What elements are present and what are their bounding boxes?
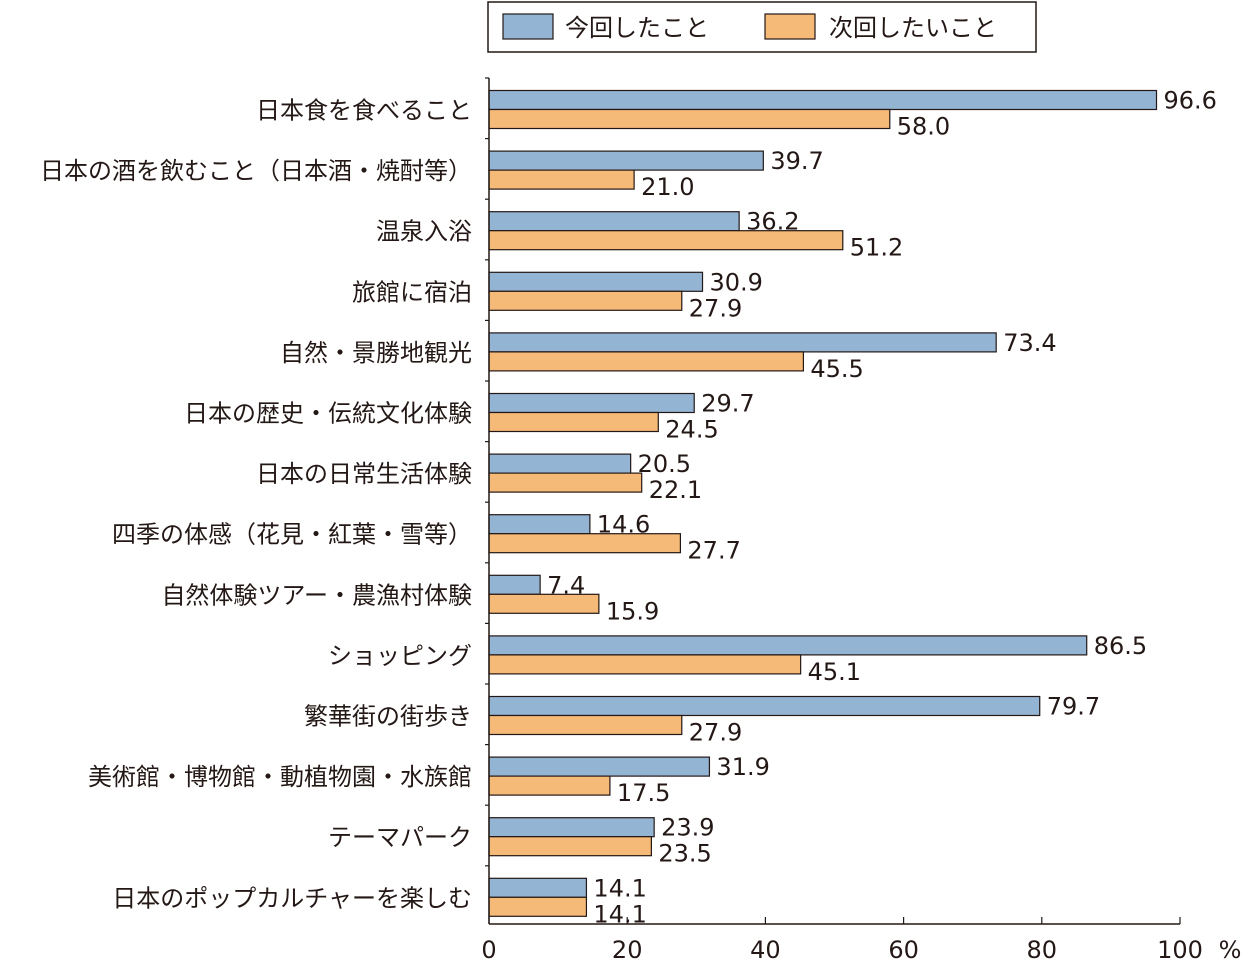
- value-label-series-1: 20.5: [638, 450, 691, 478]
- legend-label-series-2: 次回したいこと: [829, 14, 997, 42]
- value-label-series-1: 29.7: [701, 390, 754, 418]
- legend: 今回したこと 次回したいこと: [487, 1, 1037, 53]
- bar-series-1: [488, 392, 695, 414]
- value-label-series-1: 31.9: [716, 753, 769, 781]
- value-label-series-1: 96.6: [1164, 87, 1217, 115]
- x-tick-label: 0: [481, 936, 496, 962]
- bar-series-1: [488, 756, 711, 777]
- bar-series-1: [488, 635, 1088, 656]
- bar-series-1: [488, 150, 764, 171]
- x-tick-label: 80: [1027, 936, 1058, 962]
- legend-swatch-series-2: [764, 13, 816, 40]
- value-label-series-2: 27.9: [689, 294, 742, 322]
- value-label-series-1: 30.9: [710, 268, 763, 296]
- x-tick-label: 20: [612, 936, 643, 962]
- value-label-series-2: 14.1: [593, 900, 646, 928]
- category-label: ショッピング: [328, 642, 472, 670]
- value-label-series-2: 58.0: [897, 113, 950, 141]
- bar-series-2: [488, 472, 643, 493]
- bar-series-1: [488, 211, 740, 232]
- category-label: 自然体験ツアー・農漁村体験: [161, 581, 472, 609]
- bar-series-2: [488, 775, 611, 796]
- bar-series-1: [488, 453, 632, 474]
- value-label-series-2: 45.1: [808, 658, 861, 686]
- bar-series-2: [488, 290, 683, 311]
- value-label-series-2: 27.7: [687, 537, 740, 565]
- value-label-series-1: 7.4: [547, 571, 585, 599]
- bar-series-1: [488, 574, 541, 595]
- legend-label-series-1: 今回したこと: [565, 14, 709, 42]
- x-tick-label: 60: [888, 936, 919, 962]
- bar-series-2: [488, 654, 802, 675]
- bar-series-2: [488, 714, 683, 736]
- bar-series-2: [488, 836, 652, 857]
- x-unit-label: %: [1219, 936, 1242, 962]
- value-label-series-2: 22.1: [649, 476, 702, 504]
- legend-frame: [487, 1, 1037, 53]
- category-label: 繁華街の街歩き: [304, 703, 472, 731]
- value-label-series-2: 45.5: [810, 355, 863, 383]
- value-label-series-1: 39.7: [770, 147, 823, 175]
- bar-series-1: [488, 89, 1158, 111]
- category-label: テーマパーク: [328, 824, 472, 852]
- bar-series-1: [488, 514, 591, 535]
- value-label-series-2: 24.5: [665, 416, 718, 444]
- bar-series-2: [488, 533, 682, 554]
- value-label-series-1: 86.5: [1094, 632, 1147, 660]
- bar-series-1: [488, 695, 1041, 717]
- value-label-series-1: 79.7: [1047, 693, 1100, 721]
- value-label-series-2: 15.9: [606, 597, 659, 625]
- category-label: 四季の体感（花見・紅葉・雪等）: [112, 521, 472, 549]
- value-label-series-1: 36.2: [746, 208, 799, 236]
- bar-series-1: [488, 877, 588, 898]
- bar-series-2: [488, 411, 659, 433]
- category-label: 日本食を食べること: [256, 97, 472, 125]
- value-label-series-2: 23.5: [658, 840, 711, 868]
- bar-series-2: [488, 169, 635, 190]
- value-label-series-1: 14.6: [597, 511, 650, 539]
- category-label: 温泉入浴: [376, 218, 472, 246]
- category-label: 日本の酒を飲むこと（日本酒・焼酎等）: [40, 157, 472, 185]
- bar-series-1: [488, 332, 997, 353]
- category-label: 美術館・博物館・動植物園・水族館: [88, 763, 472, 791]
- bar-series-1: [488, 817, 655, 838]
- value-label-series-1: 73.4: [1003, 329, 1056, 357]
- value-label-series-2: 27.9: [689, 719, 742, 747]
- value-label-series-2: 17.5: [617, 779, 670, 807]
- category-label: 日本のポップカルチャーを楽しむ: [112, 884, 472, 912]
- category-label: 日本の歴史・伝統文化体験: [184, 400, 472, 428]
- category-label: 旅館に宿泊: [352, 278, 472, 306]
- value-label-series-1: 23.9: [661, 814, 714, 842]
- bar-series-2: [488, 896, 588, 917]
- value-label-series-2: 21.0: [641, 173, 694, 201]
- category-label: 日本の日常生活体験: [256, 460, 472, 488]
- bar-series-2: [488, 108, 891, 130]
- bar-series-1: [488, 271, 704, 292]
- bar-series-2: [488, 351, 805, 372]
- value-label-series-1: 14.1: [593, 874, 646, 902]
- category-label: 自然・景勝地観光: [280, 339, 472, 367]
- value-label-series-2: 51.2: [850, 234, 903, 262]
- x-tick-label: 100: [1157, 936, 1203, 962]
- x-tick-label: 40: [750, 936, 781, 962]
- legend-swatch-series-1: [502, 13, 554, 40]
